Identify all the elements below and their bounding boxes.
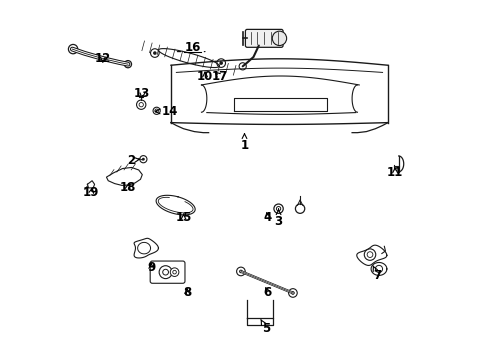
Text: 10: 10 — [197, 69, 213, 82]
Circle shape — [273, 204, 283, 213]
Circle shape — [217, 59, 225, 67]
Text: 13: 13 — [134, 87, 150, 100]
FancyBboxPatch shape — [150, 261, 184, 283]
Text: 7: 7 — [372, 266, 381, 282]
Circle shape — [153, 107, 160, 114]
Circle shape — [68, 44, 78, 54]
Text: 2: 2 — [127, 154, 139, 167]
Circle shape — [239, 270, 242, 273]
Text: 17: 17 — [211, 69, 227, 82]
FancyBboxPatch shape — [245, 30, 283, 47]
Circle shape — [364, 249, 375, 260]
Circle shape — [136, 100, 145, 109]
Text: 12: 12 — [95, 51, 111, 64]
Circle shape — [290, 291, 294, 295]
Circle shape — [71, 47, 75, 51]
Circle shape — [153, 51, 156, 55]
Circle shape — [124, 60, 131, 68]
Circle shape — [272, 31, 286, 45]
Text: 8: 8 — [183, 287, 191, 300]
Circle shape — [140, 156, 147, 163]
Polygon shape — [106, 167, 142, 185]
Text: 1: 1 — [240, 134, 248, 152]
Text: 18: 18 — [120, 181, 136, 194]
Circle shape — [375, 265, 382, 273]
Text: 4: 4 — [263, 211, 271, 224]
Text: 16: 16 — [184, 41, 200, 54]
Text: 14: 14 — [155, 105, 178, 118]
Circle shape — [150, 49, 159, 57]
Text: 5: 5 — [260, 320, 269, 335]
Circle shape — [126, 63, 129, 66]
Circle shape — [295, 204, 304, 213]
Text: 19: 19 — [83, 186, 100, 199]
Text: 9: 9 — [147, 261, 155, 274]
Circle shape — [219, 61, 223, 65]
Circle shape — [239, 63, 246, 70]
Circle shape — [142, 158, 144, 161]
Circle shape — [236, 267, 244, 276]
Circle shape — [288, 289, 297, 297]
Text: 6: 6 — [263, 287, 271, 300]
Text: 3: 3 — [274, 209, 282, 228]
Text: 11: 11 — [386, 166, 403, 179]
Text: 15: 15 — [175, 211, 191, 224]
Circle shape — [159, 266, 172, 279]
Circle shape — [170, 268, 179, 276]
